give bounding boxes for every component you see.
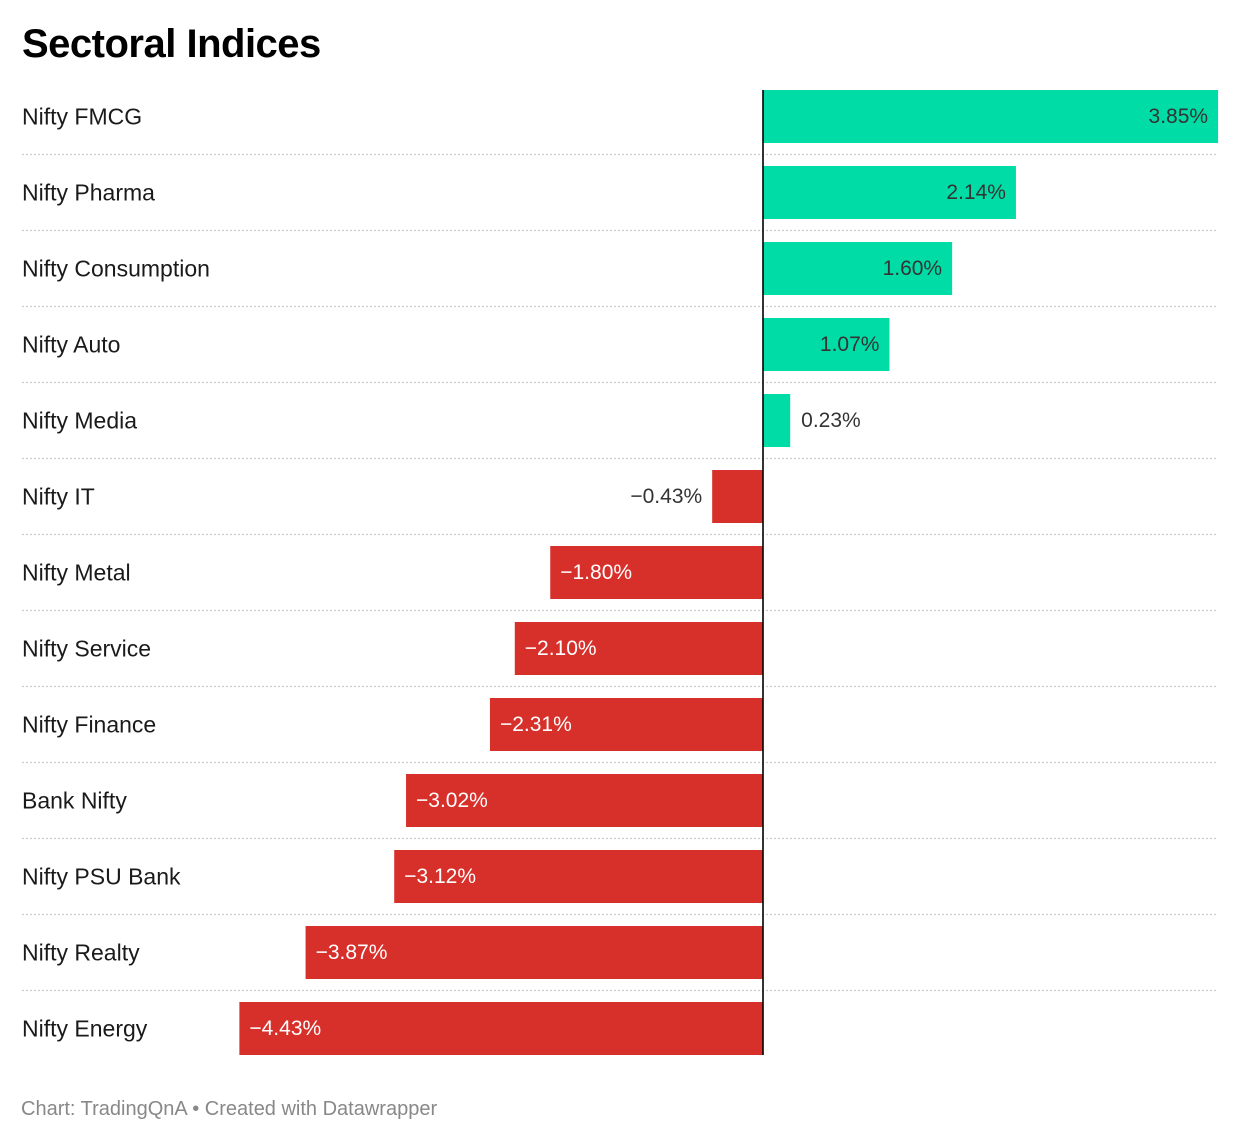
bar-nifty-pharma bbox=[763, 166, 1016, 219]
row-label-nifty-psu-bank: Nifty PSU Bank bbox=[22, 864, 181, 890]
value-label-nifty-metal: −1.80% bbox=[560, 561, 632, 584]
value-label-nifty-auto: 1.07% bbox=[820, 333, 880, 356]
value-label-nifty-consumption: 1.60% bbox=[883, 257, 943, 280]
bar-nifty-psu-bank bbox=[394, 850, 763, 903]
footer-source: Chart: TradingQnA bbox=[21, 1098, 187, 1120]
row-label-nifty-metal: Nifty Metal bbox=[22, 560, 131, 586]
bar-nifty-consumption bbox=[763, 242, 953, 295]
bar-nifty-fmcg bbox=[763, 90, 1219, 143]
bar-bank-nifty bbox=[406, 774, 763, 827]
value-label-bank-nifty: −3.02% bbox=[416, 789, 488, 812]
row-label-nifty-fmcg: Nifty FMCG bbox=[22, 104, 142, 130]
bar-nifty-service bbox=[514, 622, 763, 675]
value-label-nifty-it: −0.43% bbox=[630, 485, 702, 508]
value-label-nifty-media: 0.23% bbox=[801, 409, 861, 432]
value-label-nifty-fmcg: 3.85% bbox=[1149, 105, 1209, 128]
value-label-nifty-finance: −2.31% bbox=[500, 713, 572, 736]
row-label-nifty-service: Nifty Service bbox=[22, 636, 151, 662]
row-separators bbox=[22, 153, 1218, 992]
bar-nifty-media bbox=[763, 394, 791, 447]
footer-credit: Created with Datawrapper bbox=[204, 1098, 438, 1120]
chart-footer: Chart: TradingQnA • Created with Datawra… bbox=[21, 1096, 437, 1122]
bars bbox=[239, 90, 1219, 1055]
row-label-nifty-consumption: Nifty Consumption bbox=[22, 256, 210, 282]
row-label-nifty-energy: Nifty Energy bbox=[22, 1016, 148, 1042]
value-label-nifty-realty: −3.87% bbox=[316, 941, 388, 964]
value-label-nifty-psu-bank: −3.12% bbox=[404, 865, 476, 888]
row-label-nifty-auto: Nifty Auto bbox=[22, 332, 120, 358]
value-label-nifty-service: −2.10% bbox=[525, 637, 597, 660]
footer-separator: • bbox=[186, 1098, 205, 1120]
bar-nifty-auto bbox=[763, 318, 890, 371]
row-label-nifty-realty: Nifty Realty bbox=[22, 940, 140, 966]
bar-nifty-energy bbox=[239, 1002, 763, 1055]
row-label-nifty-pharma: Nifty Pharma bbox=[22, 180, 155, 206]
value-label-nifty-energy: −4.43% bbox=[249, 1017, 321, 1040]
bar-nifty-metal bbox=[550, 546, 763, 599]
row-labels: Nifty FMCG Nifty Pharma Nifty Consumption N… bbox=[22, 104, 210, 1042]
value-labels: 3.85% 2.14% 1.60% 1.07% 0.23% −0.43% −1.80% −2.… bbox=[249, 105, 1208, 1040]
row-label-nifty-media: Nifty Media bbox=[22, 408, 137, 434]
row-label-nifty-finance: Nifty Finance bbox=[22, 712, 156, 738]
bar-nifty-realty bbox=[305, 926, 763, 979]
bar-nifty-finance bbox=[489, 698, 763, 751]
row-label-nifty-it: Nifty IT bbox=[22, 484, 95, 510]
value-label-nifty-pharma: 2.14% bbox=[946, 181, 1006, 204]
bar-nifty-it bbox=[712, 470, 763, 523]
chart-title: Sectoral Indices bbox=[22, 22, 321, 66]
row-label-bank-nifty: Bank Nifty bbox=[22, 788, 127, 814]
